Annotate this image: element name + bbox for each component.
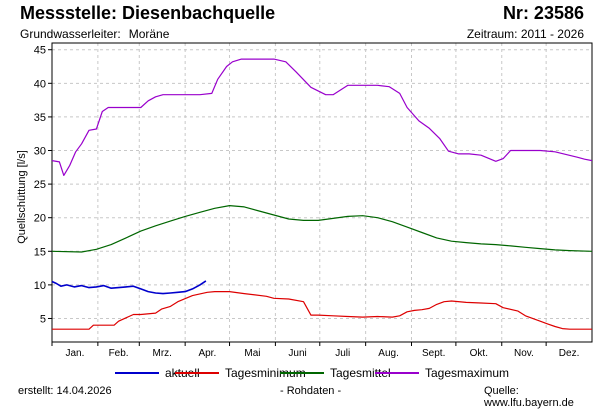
x-tick-label: Feb. bbox=[109, 348, 129, 359]
source: Quelle: www.lfu.bayern.de bbox=[484, 385, 600, 409]
legend-swatch-aktuell bbox=[115, 371, 159, 374]
station-number: Nr: 23586 bbox=[502, 3, 584, 23]
y-axis-label: Quellschüttung [l/s] bbox=[16, 150, 28, 244]
x-tick-label: Jan. bbox=[65, 348, 84, 359]
legend-item-maximum: Tagesmaximum bbox=[375, 366, 509, 380]
series-line-mittel bbox=[51, 205, 593, 253]
x-tick-label: Juni bbox=[288, 348, 306, 359]
source-link[interactable]: www.lfu.bayern.de bbox=[484, 397, 574, 409]
x-tick-label: Aug. bbox=[378, 348, 399, 359]
y-tick-label: 30 bbox=[34, 146, 46, 158]
x-tick-label: Sept. bbox=[422, 348, 445, 359]
x-tick-label: Dez. bbox=[559, 348, 580, 359]
aquifer-value: Moräne bbox=[128, 27, 170, 41]
legend-label-maximum: Tagesmaximum bbox=[425, 366, 510, 380]
legend-label-mittel: Tagesmittel bbox=[330, 366, 391, 380]
x-tick-label: Juli bbox=[335, 348, 350, 359]
series-line-maximum bbox=[51, 58, 593, 176]
y-tick-label: 40 bbox=[34, 78, 46, 90]
x-tick-label: Okt. bbox=[470, 348, 488, 359]
x-tick-label: Mai bbox=[244, 348, 260, 359]
legend-swatch-mittel bbox=[280, 371, 324, 374]
line-chart: 5 10 15 20 25 30 35 40 45 Jan. Feb. Mrz. Apr. Mai Juni… bbox=[16, 42, 593, 359]
plot-frame bbox=[51, 42, 593, 343]
grid bbox=[52, 43, 592, 342]
series-layer bbox=[51, 58, 593, 330]
period-label: Zeitraum: 2011 - 2026 bbox=[466, 27, 584, 41]
y-tick-label: 15 bbox=[34, 246, 46, 258]
series-line-aktuell bbox=[51, 280, 207, 295]
axes: 5 10 15 20 25 30 35 40 45 Jan. Feb. Mrz. Apr. Mai Juni… bbox=[34, 42, 593, 359]
legend-swatch-maximum bbox=[375, 371, 419, 374]
y-tick-label: 10 bbox=[34, 280, 46, 292]
series-line-minimum bbox=[52, 291, 592, 330]
legend-swatch-minimum bbox=[175, 371, 219, 374]
aquifer-info: Grundwasserleiter: Moräne bbox=[20, 27, 169, 41]
legend-item-minimum: Tagesminimum bbox=[175, 366, 306, 380]
legend: aktuell Tagesminimum Tagesmittel Tagesma… bbox=[0, 366, 600, 380]
page-title: Messstelle: Diesenbachquelle bbox=[20, 3, 276, 23]
y-tick-label: 5 bbox=[40, 313, 46, 325]
aquifer-label: Grundwasserleiter: bbox=[20, 27, 121, 41]
x-tick-label: Nov. bbox=[514, 348, 534, 359]
y-tick-label: 20 bbox=[34, 213, 46, 225]
raw-data-note: - Rohdaten - bbox=[280, 385, 342, 397]
y-tick-label: 35 bbox=[34, 112, 46, 124]
created-date: erstellt: 14.04.2026 bbox=[18, 385, 112, 397]
y-tick-label: 25 bbox=[34, 179, 46, 191]
legend-label-minimum: Tagesminimum bbox=[225, 366, 306, 380]
x-tick-label: Apr. bbox=[198, 348, 216, 359]
x-tick-label: Mrz. bbox=[152, 348, 171, 359]
y-tick-label: 45 bbox=[34, 45, 46, 57]
legend-item-mittel: Tagesmittel bbox=[280, 366, 391, 380]
source-label: Quelle: bbox=[484, 385, 519, 397]
